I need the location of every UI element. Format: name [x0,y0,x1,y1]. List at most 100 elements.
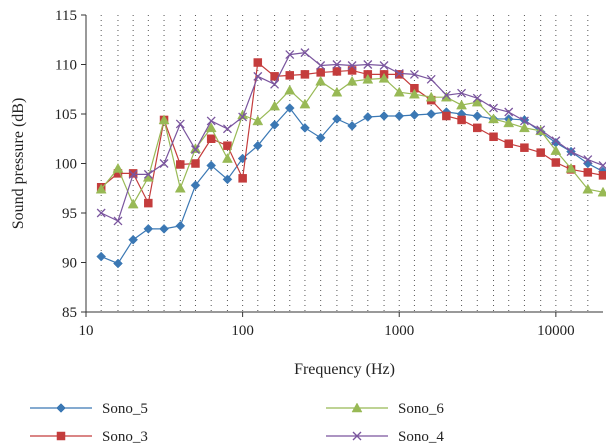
legend-marker [56,403,66,413]
data-point [284,84,296,95]
data-point [379,61,389,70]
x-tick-label: 10000 [537,323,575,339]
data-point [300,70,310,79]
data-point [315,75,327,86]
data-point [440,91,452,102]
data-point [159,159,169,168]
data-point [206,160,217,171]
data-point [95,183,107,194]
data-point [332,60,342,69]
data-point [315,132,326,143]
legend-item: Sono_6 [326,401,444,417]
data-point [519,122,530,133]
legend-item: Sono_5 [30,401,148,417]
data-point [159,223,169,234]
data-point [316,68,325,77]
data-point [426,74,436,84]
data-point [441,90,451,100]
data-point [550,145,562,155]
legend-marker [56,431,66,441]
data-point [191,159,200,168]
data-point [113,216,123,226]
legend-label: Sono_6 [398,401,444,417]
data-point [316,61,326,70]
data-point [222,124,232,134]
data-point [471,96,483,107]
series-sono-5 [96,103,606,269]
y-axis-title: Sound pressure (dB) [10,98,27,230]
data-point [489,103,498,113]
data-point [582,183,594,194]
data-point [347,121,357,131]
data-point [362,73,374,84]
data-point [176,160,185,169]
data-point [144,198,153,208]
data-point [300,48,310,58]
data-point [300,123,310,133]
y-tick-label: 85 [62,305,77,321]
data-point [536,148,545,157]
data-point [551,136,561,146]
data-point [222,153,233,163]
data-point [583,155,593,164]
data-point [426,109,437,119]
data-point [113,258,123,269]
tick-label-layer: 85 90 95 100 105 110 115 10 100 1000 10000 [55,8,575,339]
data-point [143,223,154,234]
data-point [565,162,577,173]
series-sono-4 [96,48,606,226]
data-point [504,107,514,117]
data-point [128,169,138,179]
y-tick-label: 115 [55,8,77,24]
data-point [346,75,358,86]
data-point [253,58,263,67]
data-point [143,169,153,179]
y-tick-label: 105 [55,107,78,123]
data-point [378,72,390,83]
data-point [472,93,482,103]
data-point [456,99,467,110]
data-point [112,162,124,173]
data-point [175,221,186,231]
data-point [347,66,357,75]
y-tick-label: 100 [55,157,78,173]
data-point [222,174,233,185]
data-point [393,86,405,97]
data-point [408,88,420,99]
data-point [598,171,606,180]
data-point [191,145,200,155]
series-sono-6 [95,72,606,209]
data-point [394,70,404,79]
data-point [566,147,576,157]
x-tick-label: 1000 [384,323,414,339]
legend-item: Sono_4 [326,429,444,445]
y-tick-label: 95 [62,206,77,222]
data-point [442,111,451,121]
y-tick-label: 90 [62,256,77,272]
data-point [190,180,201,191]
data-point [284,103,295,113]
data-point [174,182,186,193]
data-point [127,198,139,209]
data-point [457,88,467,98]
data-point [504,139,513,148]
data-point [299,98,311,109]
data-point [269,100,281,111]
y-tick-label: 110 [55,58,77,74]
legend-label: Sono_5 [102,401,148,417]
data-point [128,169,138,178]
data-point [175,119,185,129]
data-point [472,111,483,121]
x-tick-label: 10 [79,323,94,339]
data-point [520,143,529,152]
data-point [362,112,373,122]
data-point [425,91,437,102]
data-point [206,134,216,143]
data-point [409,110,420,120]
data-point [223,141,232,150]
x-axis-title: Frequency (Hz) [294,361,395,378]
data-point [488,113,499,124]
data-point [253,71,263,81]
